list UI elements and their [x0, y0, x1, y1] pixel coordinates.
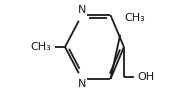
Text: CH₃: CH₃ [124, 13, 145, 23]
Text: CH₃: CH₃ [31, 42, 52, 52]
Text: N: N [78, 5, 86, 15]
Text: OH: OH [137, 72, 155, 82]
Text: N: N [78, 79, 86, 89]
